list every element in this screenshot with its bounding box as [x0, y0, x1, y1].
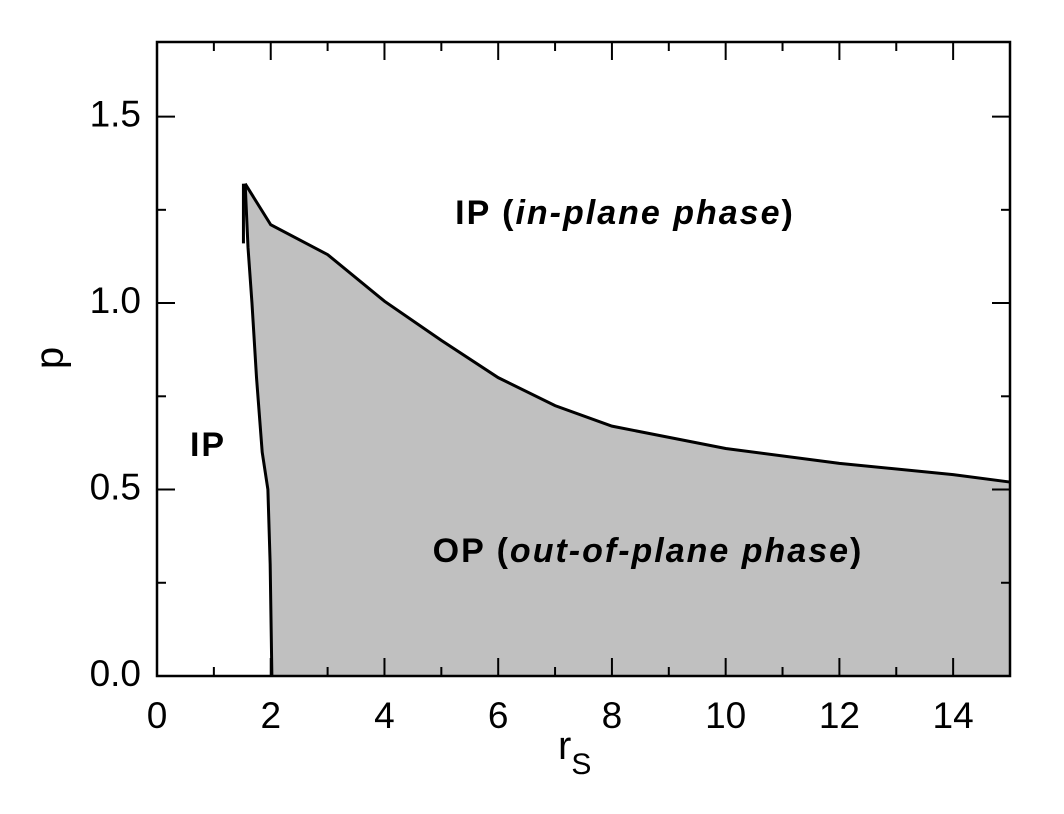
- annotation-part: IP (: [455, 194, 515, 232]
- x-tick-label: 0: [147, 695, 168, 736]
- x-axis-label: rS: [558, 724, 591, 781]
- x-axis-label-main: r: [558, 724, 571, 768]
- annotation-part: OP (: [433, 532, 510, 570]
- x-tick-label: 6: [488, 695, 509, 736]
- x-tick-label: 2: [260, 695, 281, 736]
- annotation-part: ): [782, 194, 795, 232]
- y-axis-label: p: [28, 347, 72, 369]
- plot-frame: [155, 40, 1012, 678]
- y-tick-label: 1.5: [90, 93, 141, 134]
- annotation-part: ): [850, 532, 863, 570]
- annotation-part: IP: [190, 426, 226, 464]
- annotation: IP: [190, 426, 226, 464]
- annotation: OP (out-of-plane phase): [433, 532, 864, 570]
- y-tick-label: 0.0: [90, 653, 141, 694]
- annotation: IP (in-plane phase): [455, 194, 795, 232]
- x-tick-label: 14: [933, 695, 974, 736]
- boundary-line: [243, 182, 1011, 484]
- x-tick-label: 12: [819, 695, 860, 736]
- x-tick-label: 4: [374, 695, 395, 736]
- boundary-line: [243, 183, 274, 677]
- x-tick-label: 8: [602, 695, 623, 736]
- annotation-part: in-plane phase: [515, 194, 781, 232]
- annotation-part: out-of-plane phase: [510, 532, 850, 570]
- y-tick-label: 1.0: [90, 280, 141, 321]
- y-tick-label: 0.5: [90, 466, 141, 507]
- x-tick-label: 10: [705, 695, 746, 736]
- x-axis-label-sub: S: [571, 748, 591, 781]
